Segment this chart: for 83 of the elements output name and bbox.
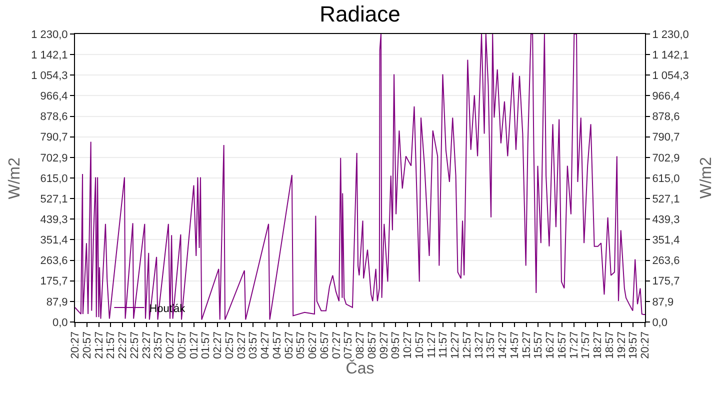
y-tick-label: 0,0 xyxy=(52,316,68,329)
x-tick-label: 17:57 xyxy=(580,331,592,359)
y-tick-label: 175,7 xyxy=(40,276,68,288)
x-tick-label: 17:27 xyxy=(568,331,580,359)
y-tick-label: 790,7 xyxy=(40,132,68,144)
y2-tick-label: 175,7 xyxy=(652,276,680,288)
y2-tick-label: 87,9 xyxy=(652,296,674,308)
y2-tick-label: 351,4 xyxy=(652,234,680,247)
y2-tick-label: 790,7 xyxy=(652,132,680,144)
x-tick-label: 06:27 xyxy=(307,331,320,359)
x-tick-label: 08:27 xyxy=(354,331,367,359)
y-tick-label: 615,0 xyxy=(40,172,68,185)
x-tick-label: 02:57 xyxy=(224,331,236,359)
x-tick-label: 00:57 xyxy=(176,331,188,359)
y2-tick-label: 263,6 xyxy=(652,255,680,268)
x-tick-label: 15:27 xyxy=(520,331,533,359)
x-tick-label: 09:27 xyxy=(378,331,390,359)
y-tick-label: 439,3 xyxy=(40,214,68,226)
x-tick-label: 07:57 xyxy=(342,331,355,359)
x-tick-label: 06:57 xyxy=(318,331,331,359)
x-tick-label: 21:27 xyxy=(93,331,106,359)
x-tick-label: 04:27 xyxy=(260,331,272,359)
x-tick-label: 03:27 xyxy=(236,331,248,359)
y2-tick-label: 1 054,3 xyxy=(652,70,689,82)
x-tick-label: 20:27 xyxy=(640,331,652,359)
x-tick-label: 23:57 xyxy=(152,331,165,359)
y-axis-title: W/m2 xyxy=(6,157,24,200)
x-tick-label: 16:57 xyxy=(556,331,568,359)
x-tick-label: 11:27 xyxy=(426,331,438,358)
y-tick-label: 1 054,3 xyxy=(31,70,68,82)
chart-title: Radiace xyxy=(320,1,400,26)
y2-tick-label: 1 142,1 xyxy=(652,49,689,62)
y-tick-label: 263,6 xyxy=(40,255,68,268)
y-tick-label: 527,1 xyxy=(40,193,68,206)
x-tick-label: 19:27 xyxy=(616,331,628,359)
x-tick-label: 10:57 xyxy=(414,331,426,359)
y2-tick-label: 878,6 xyxy=(652,111,680,124)
x-tick-label: 14:27 xyxy=(497,331,510,359)
x-tick-label: 18:57 xyxy=(604,331,616,359)
x-tick-label: 20:57 xyxy=(81,331,94,359)
y-tick-label: 878,6 xyxy=(40,111,68,124)
y-tick-label: 1 142,1 xyxy=(31,49,68,62)
x-axis-title: Čas xyxy=(346,360,374,378)
x-tick-label: 14:57 xyxy=(508,331,521,359)
x-tick-label: 11:57 xyxy=(438,331,450,358)
x-tick-label: 02:27 xyxy=(212,331,224,359)
y2-axis-title: W/m2 xyxy=(698,156,715,199)
y-tick-label: 1 230,0 xyxy=(31,28,68,41)
x-tick-label: 16:27 xyxy=(544,331,557,359)
x-tick-label: 13:27 xyxy=(473,331,486,359)
y2-tick-label: 527,1 xyxy=(652,193,680,206)
x-tick-label: 20:27 xyxy=(70,331,82,359)
y-tick-label: 966,4 xyxy=(40,90,68,103)
y-tick-label: 351,4 xyxy=(40,234,68,247)
x-tick-label: 07:27 xyxy=(330,331,343,359)
x-tick-label: 01:27 xyxy=(188,331,200,359)
x-tick-label: 05:27 xyxy=(283,331,296,359)
y2-tick-label: 966,4 xyxy=(652,90,680,103)
x-tick-label: 22:57 xyxy=(128,331,141,359)
x-tick-label: 09:57 xyxy=(390,331,402,359)
x-tick-label: 01:57 xyxy=(200,331,212,359)
x-tick-label: 13:57 xyxy=(485,331,498,359)
x-tick-label: 23:27 xyxy=(140,331,153,359)
y-tick-label: 87,9 xyxy=(46,296,68,308)
x-tick-label: 08:57 xyxy=(366,331,378,359)
x-tick-label: 18:27 xyxy=(592,331,604,359)
y2-tick-label: 702,9 xyxy=(652,152,680,164)
x-tick-label: 12:57 xyxy=(461,331,474,359)
x-tick-label: 04:57 xyxy=(271,331,284,359)
x-tick-label: 05:57 xyxy=(295,331,308,359)
x-tick-label: 22:27 xyxy=(117,331,130,359)
y-tick-label: 702,9 xyxy=(40,152,68,164)
x-tick-label: 12:27 xyxy=(450,331,462,359)
x-tick-label: 19:57 xyxy=(628,331,640,359)
x-tick-label: 15:57 xyxy=(532,331,545,359)
y2-tick-label: 0,0 xyxy=(652,316,668,329)
y2-tick-label: 1 230,0 xyxy=(652,28,689,41)
x-tick-label: 10:27 xyxy=(402,331,414,359)
x-tick-label: 03:57 xyxy=(248,331,260,359)
x-tick-label: 00:27 xyxy=(164,331,177,359)
x-tick-label: 21:57 xyxy=(105,331,118,359)
y2-tick-label: 615,0 xyxy=(652,172,680,185)
y2-tick-label: 439,3 xyxy=(652,214,680,226)
